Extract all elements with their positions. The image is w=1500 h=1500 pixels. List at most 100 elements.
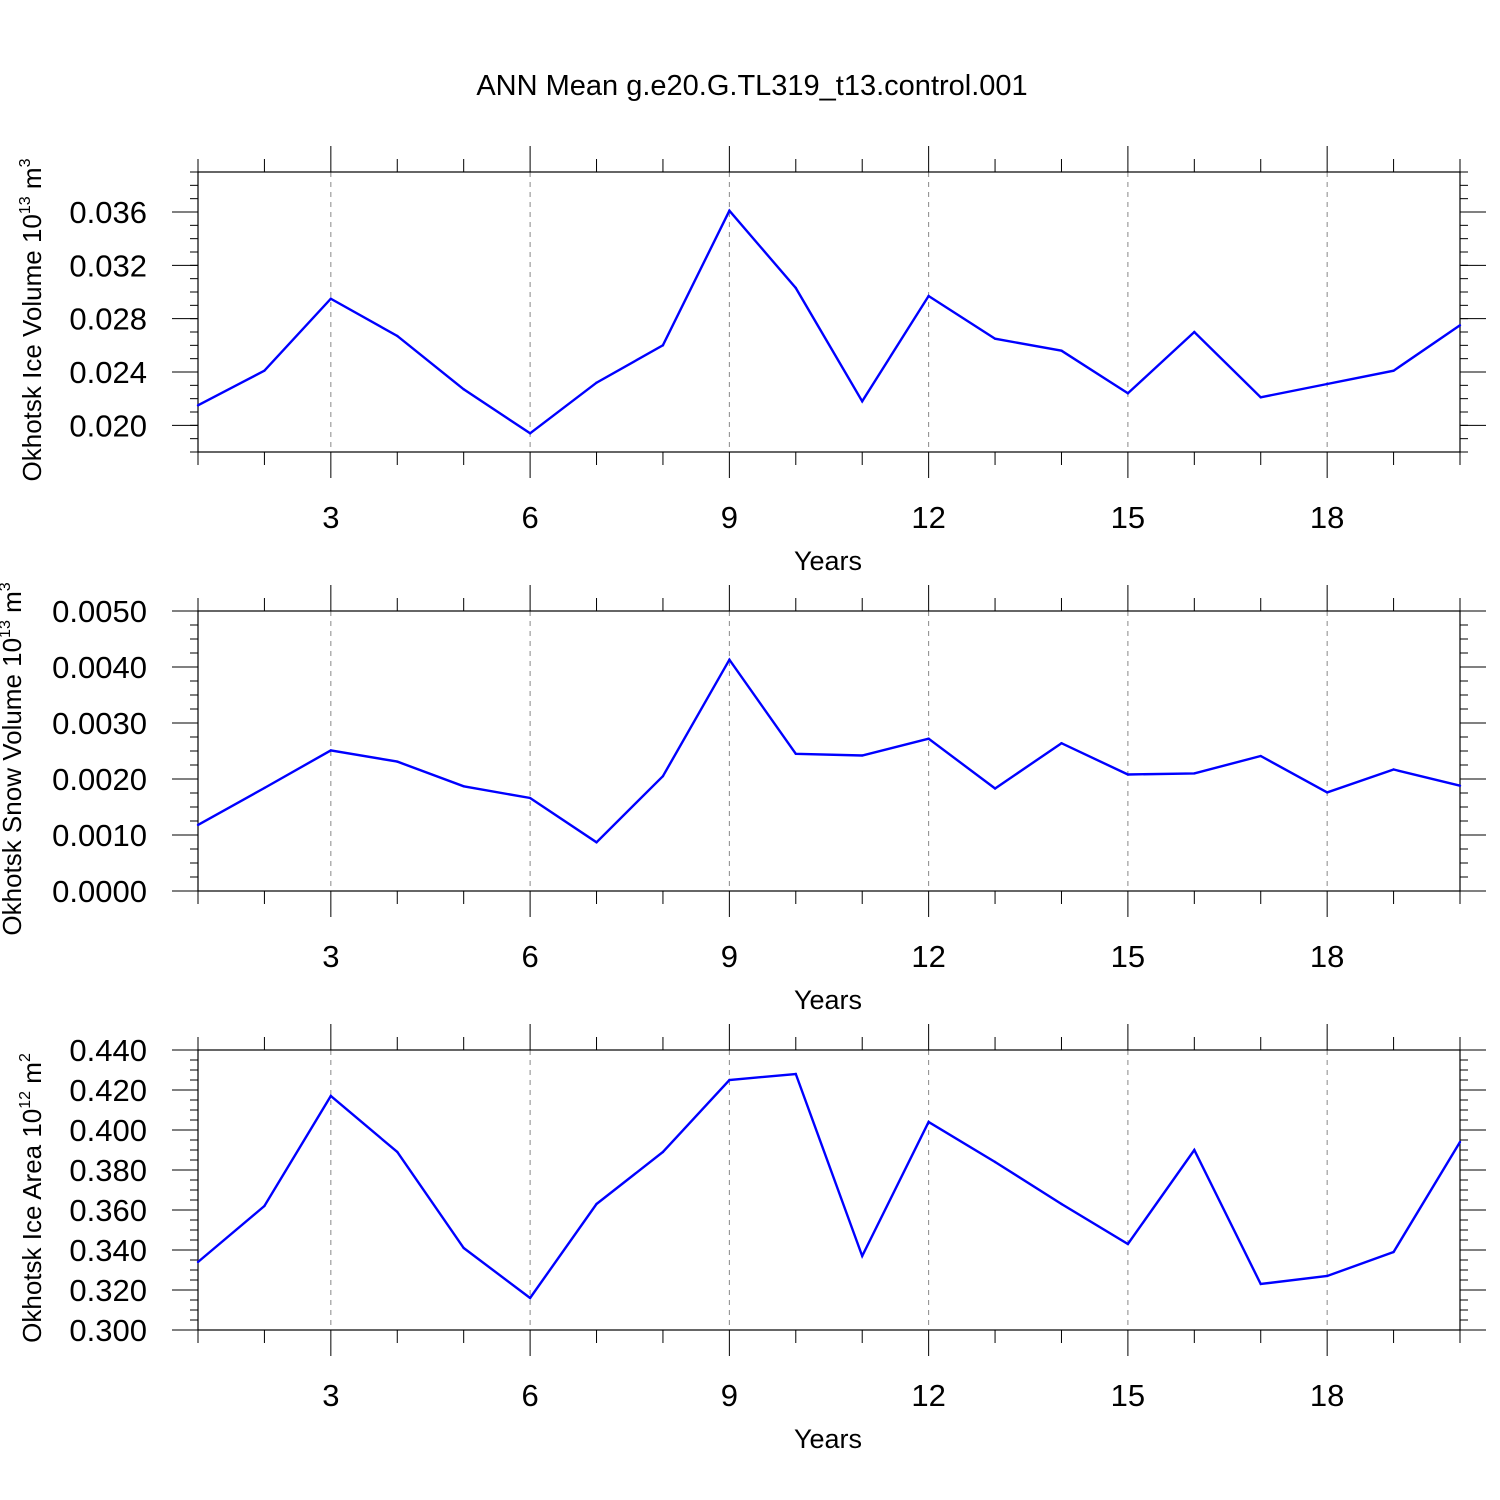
data-point bbox=[1325, 382, 1329, 386]
data-point bbox=[1126, 1242, 1130, 1246]
y-tick-label: 0.440 bbox=[69, 1033, 147, 1068]
data-point bbox=[396, 1150, 399, 1154]
x-axis-label: Years bbox=[794, 546, 862, 576]
data-point bbox=[1193, 772, 1196, 775]
data-point bbox=[329, 297, 333, 300]
x-tick-label: 18 bbox=[1310, 500, 1344, 535]
data-point bbox=[528, 796, 532, 800]
y-axis-label: Okhotsk Snow Volume 1013 m3 bbox=[0, 582, 27, 935]
y-axis-label: Okhotsk Ice Area 1012 m2 bbox=[17, 1053, 47, 1343]
data-point bbox=[927, 1120, 930, 1124]
data-point bbox=[861, 1254, 864, 1258]
x-tick-label: 9 bbox=[721, 500, 738, 535]
y-axis-label-unit-exponent: 3 bbox=[17, 158, 34, 167]
y-tick-label: 0.036 bbox=[69, 195, 147, 230]
y-tick-label: 0.420 bbox=[69, 1073, 147, 1108]
y-axis-label-main: Okhotsk Ice Volume 10 bbox=[17, 214, 47, 481]
data-point bbox=[728, 209, 731, 212]
x-axis-label: Years bbox=[794, 1424, 862, 1454]
data-point bbox=[1259, 1282, 1262, 1286]
x-tick-label: 15 bbox=[1111, 500, 1145, 535]
y-tick-label: 0.0040 bbox=[52, 650, 147, 685]
data-point bbox=[329, 749, 333, 752]
data-series-line bbox=[197, 657, 1461, 844]
x-tick-label: 18 bbox=[1310, 939, 1344, 974]
data-point bbox=[993, 1160, 997, 1164]
data-point bbox=[1392, 1250, 1395, 1254]
x-tick-label: 9 bbox=[721, 939, 738, 974]
data-point bbox=[993, 787, 997, 790]
data-point bbox=[1259, 396, 1262, 399]
data-point bbox=[661, 1150, 665, 1154]
data-point bbox=[263, 369, 266, 372]
y-axis-label-main: Okhotsk Snow Volume 10 bbox=[0, 638, 27, 936]
data-point bbox=[794, 752, 797, 755]
x-tick-label: 3 bbox=[322, 500, 339, 535]
y-tick-label: 0.020 bbox=[69, 408, 147, 443]
x-tick-label: 6 bbox=[521, 500, 538, 535]
data-point bbox=[861, 754, 864, 757]
x-tick-label: 3 bbox=[322, 1378, 339, 1413]
data-point bbox=[329, 1094, 333, 1098]
y-tick-label: 0.400 bbox=[69, 1113, 147, 1148]
x-tick-label: 18 bbox=[1310, 1378, 1344, 1413]
x-tick-label: 12 bbox=[911, 1378, 945, 1413]
y-axis-label-main: Okhotsk Ice Area 10 bbox=[17, 1109, 47, 1343]
y-tick-label: 0.0020 bbox=[52, 762, 147, 797]
y-tick-label: 0.360 bbox=[69, 1193, 147, 1228]
data-point bbox=[1126, 773, 1130, 776]
plot-frame bbox=[197, 171, 1461, 453]
x-tick-label: 12 bbox=[911, 939, 945, 974]
y-tick-label: 0.340 bbox=[69, 1233, 147, 1268]
data-point bbox=[1259, 754, 1262, 758]
y-axis-label-unit: m bbox=[17, 1062, 47, 1091]
x-tick-label: 9 bbox=[721, 1378, 738, 1413]
data-point bbox=[661, 775, 665, 778]
data-point bbox=[1126, 392, 1130, 395]
data-point bbox=[462, 1246, 465, 1250]
data-point bbox=[1193, 330, 1196, 334]
x-tick-label: 3 bbox=[322, 939, 339, 974]
x-tick-label: 12 bbox=[911, 500, 945, 535]
data-point bbox=[1458, 324, 1462, 327]
data-point bbox=[1060, 741, 1063, 745]
data-point bbox=[1325, 791, 1329, 794]
y-tick-label: 0.0000 bbox=[52, 874, 147, 909]
y-tick-label: 0.320 bbox=[69, 1273, 147, 1308]
data-point bbox=[661, 344, 665, 347]
y-axis-label-unit-exponent: 2 bbox=[17, 1053, 34, 1062]
data-point bbox=[396, 760, 399, 763]
data-point bbox=[794, 1072, 797, 1076]
chart-title: ANN Mean g.e20.G.TL319_t13.control.001 bbox=[476, 70, 1027, 102]
plot-frame bbox=[197, 1049, 1461, 1331]
y-axis-label-unit: m bbox=[0, 591, 27, 620]
data-point bbox=[595, 381, 598, 384]
data-point bbox=[263, 786, 266, 790]
y-axis-label: Okhotsk Ice Volume 1013 m3 bbox=[17, 158, 47, 481]
data-point bbox=[263, 1204, 266, 1208]
x-tick-label: 15 bbox=[1111, 1378, 1145, 1413]
data-point bbox=[528, 432, 532, 435]
y-axis-label-unit-exponent: 3 bbox=[0, 582, 14, 591]
data-point bbox=[196, 1260, 200, 1264]
data-point bbox=[595, 1202, 598, 1206]
data-point bbox=[993, 337, 997, 340]
x-tick-label: 6 bbox=[521, 1378, 538, 1413]
y-tick-label: 0.024 bbox=[69, 355, 147, 390]
data-point bbox=[462, 388, 465, 391]
data-point bbox=[1193, 1148, 1196, 1152]
data-point bbox=[1392, 369, 1395, 372]
y-tick-label: 0.380 bbox=[69, 1153, 147, 1188]
data-point bbox=[1392, 768, 1395, 771]
panels: 0.020 0.024 0.028 0.032 0.036 3 6 9 12 15 18 Years O… bbox=[0, 146, 1486, 1454]
y-tick-label: 0.0030 bbox=[52, 706, 147, 741]
x-tick-label: 15 bbox=[1111, 939, 1145, 974]
data-point bbox=[1458, 784, 1462, 787]
data-point bbox=[196, 404, 200, 407]
data-point bbox=[396, 334, 399, 338]
y-axis-label-exponent: 13 bbox=[17, 196, 34, 214]
data-point bbox=[196, 823, 200, 827]
y-axis-label-unit: m bbox=[17, 167, 47, 196]
y-tick-label: 0.032 bbox=[69, 248, 147, 283]
